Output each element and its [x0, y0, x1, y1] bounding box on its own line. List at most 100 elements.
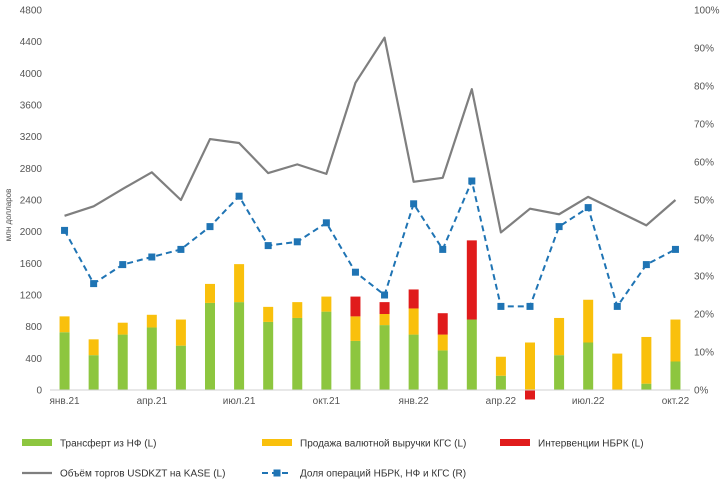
bar-sales	[379, 314, 390, 326]
right-tick-label: 30%	[694, 272, 714, 283]
bar-transfer	[263, 321, 274, 390]
share-marker	[177, 245, 185, 253]
share-marker	[90, 280, 98, 288]
bar-transfer	[466, 319, 477, 390]
right-axis: 0% 10% 20% 30% 40% 50% 60% 70% 80% 90% 100%	[694, 6, 720, 397]
bar-sales	[146, 314, 157, 328]
bar-transfer	[583, 342, 594, 390]
bar-sales	[670, 319, 681, 362]
left-tick-label: 800	[25, 322, 42, 333]
left-tick-label: 3600	[20, 101, 43, 112]
left-tick-label: 1200	[20, 291, 43, 302]
bar-transfer	[670, 361, 681, 390]
share-marker	[351, 268, 359, 276]
share-marker	[410, 200, 418, 208]
bar-transfer	[437, 350, 448, 390]
x-tick-label: апр.21	[137, 396, 168, 407]
lines-group	[61, 36, 679, 310]
bars-group	[59, 240, 681, 400]
legend: Трансферт из НФ (L) Продажа валютной выру…	[22, 438, 644, 480]
x-tick-label: апр.22	[486, 396, 517, 407]
share-marker	[671, 245, 679, 253]
right-tick-label: 80%	[694, 82, 714, 93]
bar-sales	[205, 283, 215, 303]
bar-sales	[59, 316, 70, 333]
share-marker	[148, 253, 156, 261]
bar-sales	[612, 353, 623, 390]
left-tick-label: 2000	[20, 227, 43, 238]
bar-sales	[641, 336, 652, 384]
bar-transfer	[117, 334, 128, 390]
bar-sales	[583, 299, 594, 343]
x-tick-label: июл.22	[572, 396, 605, 407]
legend-marker	[273, 469, 281, 477]
left-tick-label: 0	[36, 386, 42, 397]
bar-transfer	[379, 325, 390, 390]
x-axis-ticks: янв.21 апр.21 июл.21 окт.21 янв.22 апр.22 июл.…	[49, 396, 689, 407]
volume-line	[64, 36, 677, 234]
share-marker	[264, 242, 272, 250]
legend-label: Интервенции НБРК (L)	[538, 439, 644, 450]
legend-label: Продажа валютной выручки КГС (L)	[300, 439, 466, 450]
bar-transfer	[146, 327, 157, 390]
bar-sales	[175, 319, 186, 346]
left-tick-label: 2400	[20, 196, 43, 207]
share-marker	[439, 245, 447, 253]
bar-interventions	[525, 390, 535, 400]
left-tick-label: 2800	[20, 164, 43, 175]
bar-transfer	[408, 334, 419, 390]
share-marker	[497, 302, 505, 310]
share-marker	[468, 177, 476, 185]
bar-transfer	[88, 355, 99, 390]
x-tick-label: окт.22	[662, 396, 690, 407]
bar-sales	[495, 356, 506, 376]
x-tick-label: янв.22	[399, 396, 430, 407]
y-axis-label: млн долларов	[4, 189, 13, 242]
bar-transfer	[554, 355, 565, 390]
left-tick-label: 4400	[20, 37, 43, 48]
bar-transfer	[292, 317, 303, 390]
left-tick-label: 400	[25, 354, 42, 365]
share-marker	[555, 223, 563, 231]
share-marker	[613, 302, 621, 310]
bar-transfer	[205, 302, 215, 390]
bar-sales	[292, 302, 303, 318]
bar-sales	[408, 308, 419, 335]
share-marker	[206, 223, 214, 231]
legend-label: Доля операций НБРК, НФ и КГС (R)	[300, 469, 466, 480]
bar-interventions	[408, 289, 419, 309]
bar-sales	[117, 322, 128, 335]
share-marker	[526, 302, 534, 310]
x-tick-label: окт.21	[313, 396, 341, 407]
legend-label: Трансферт из НФ (L)	[60, 438, 156, 450]
legend-label: Объём торгов USDKZT на KASE (L)	[60, 468, 225, 480]
bar-sales	[321, 296, 332, 312]
right-tick-label: 60%	[694, 158, 714, 169]
share-marker	[381, 291, 389, 299]
bar-transfer	[350, 340, 361, 390]
bar-sales	[263, 306, 274, 322]
share-marker	[322, 219, 330, 227]
share-marker	[293, 238, 301, 246]
bar-sales	[554, 317, 565, 356]
share-marker	[119, 261, 127, 269]
bar-sales	[525, 342, 535, 390]
right-tick-label: 50%	[694, 196, 714, 207]
right-tick-label: 100%	[694, 6, 720, 17]
left-tick-label: 4000	[20, 69, 43, 80]
right-tick-label: 90%	[694, 44, 714, 55]
bar-sales	[234, 264, 245, 303]
share-marker	[235, 192, 243, 200]
legend-swatch	[22, 439, 52, 446]
bar-transfer	[321, 311, 332, 390]
bar-interventions	[437, 313, 448, 335]
right-tick-label: 40%	[694, 234, 714, 245]
bar-transfer	[175, 345, 186, 390]
share-line	[63, 177, 676, 309]
right-tick-label: 20%	[694, 310, 714, 321]
right-tick-label: 0%	[694, 386, 709, 397]
bar-interventions	[350, 296, 361, 317]
legend-swatch	[262, 439, 292, 446]
bar-transfer	[234, 302, 245, 390]
